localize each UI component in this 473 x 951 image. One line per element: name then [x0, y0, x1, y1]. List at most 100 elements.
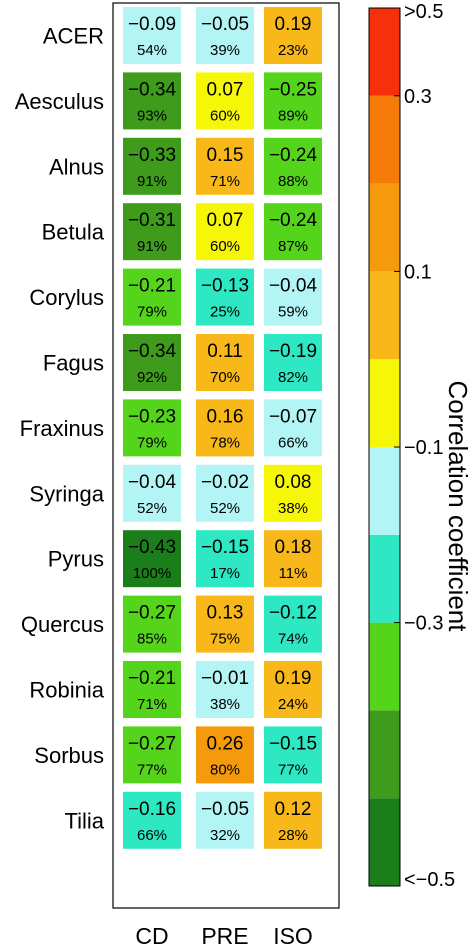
row-label-fraxinus: Fraxinus	[20, 416, 104, 441]
row-label-aesculus: Aesculus	[15, 89, 104, 114]
cell-sorbus-iso	[264, 726, 322, 784]
cell-value-label: 0.26	[207, 733, 244, 754]
cell-value-label: −0.07	[269, 406, 317, 427]
cell-percent-label: 66%	[137, 827, 167, 844]
cell-sorbus-cd	[123, 726, 181, 784]
cell-percent-label: 92%	[137, 369, 167, 386]
row-label-pyrus: Pyrus	[48, 547, 104, 572]
cell-percent-label: 79%	[137, 434, 167, 451]
cell-percent-label: 52%	[137, 500, 167, 517]
cell-corylus-cd	[123, 268, 181, 326]
cell-percent-label: 88%	[278, 173, 308, 190]
cell-value-label: 0.18	[275, 537, 312, 558]
colorbar-segment	[369, 710, 400, 799]
cell-percent-label: 60%	[210, 107, 240, 124]
cell-sorbus-pre	[196, 726, 254, 784]
row-label-tilia: Tilia	[64, 808, 104, 833]
cell-value-label: 0.11	[207, 341, 243, 362]
cell-value-label: −0.31	[128, 210, 176, 231]
cell-percent-label: 60%	[210, 238, 240, 255]
cell-percent-label: 79%	[137, 304, 167, 321]
cell-fagus-pre	[196, 334, 254, 391]
colorbar-tick-label: 0.3	[404, 86, 432, 108]
cell-fraxinus-pre	[196, 399, 254, 457]
cell-betula-pre	[196, 203, 254, 261]
cell-fagus-iso	[264, 334, 322, 391]
colorbar-segment	[369, 447, 400, 535]
cell-tilia-pre	[196, 791, 254, 849]
cell-value-label: −0.13	[201, 276, 249, 297]
cell-robinia-cd	[123, 661, 181, 718]
cell-value-label: 0.16	[207, 406, 244, 427]
row-label-fagus: Fagus	[43, 351, 104, 376]
cell-percent-label: 71%	[137, 696, 167, 713]
cell-alnus-cd	[123, 137, 181, 195]
cell-fagus-cd	[123, 334, 181, 391]
row-label-corylus: Corylus	[29, 285, 104, 310]
cell-corylus-iso	[264, 268, 322, 326]
cell-value-label: −0.04	[269, 276, 318, 297]
cell-quercus-pre	[196, 595, 254, 653]
cell-syringa-pre	[196, 464, 254, 522]
colorbar-segment	[369, 622, 400, 711]
colorbar-tick-label: <−0.5	[404, 869, 455, 891]
cell-acer-cd	[123, 7, 181, 64]
colorbar-segment	[369, 183, 400, 272]
column-label-pre: PRE	[201, 923, 248, 949]
colorbar-tick-label: >0.5	[404, 1, 443, 23]
cell-quercus-cd	[123, 595, 181, 653]
cell-percent-label: 80%	[210, 761, 240, 778]
colorbar-segment	[369, 798, 400, 886]
cell-value-label: −0.09	[128, 14, 176, 35]
cell-percent-label: 74%	[278, 631, 308, 648]
cell-percent-label: 78%	[210, 434, 240, 451]
cell-value-label: 0.07	[207, 79, 244, 100]
cell-percent-label: 54%	[137, 42, 167, 59]
cell-value-label: −0.33	[128, 145, 176, 166]
cell-value-label: −0.34	[128, 79, 177, 100]
cell-value-label: −0.27	[128, 733, 176, 754]
cell-percent-label: 32%	[210, 827, 240, 844]
cell-acer-iso	[264, 7, 322, 64]
cell-percent-label: 87%	[278, 238, 308, 255]
row-label-sorbus: Sorbus	[34, 743, 104, 768]
row-label-robinia: Robinia	[29, 678, 104, 703]
colorbar-title: Correlation coefficient	[443, 381, 473, 633]
cell-percent-label: 89%	[278, 107, 308, 124]
row-label-syringa: Syringa	[29, 481, 104, 506]
cell-percent-label: 77%	[278, 761, 308, 778]
colorbar-segment	[369, 8, 400, 96]
cell-alnus-pre	[196, 137, 254, 195]
cell-value-label: −0.02	[201, 472, 249, 493]
cell-value-label: −0.24	[269, 210, 318, 231]
cell-robinia-iso	[264, 661, 322, 718]
cell-value-label: 0.13	[207, 603, 244, 624]
cell-aesculus-pre	[196, 72, 254, 130]
cell-percent-label: 66%	[278, 434, 308, 451]
cell-value-label: −0.05	[201, 14, 249, 35]
row-labels: ACER Aesculus Alnus Betula Corylus Fagus Fraxi…	[15, 24, 105, 834]
cell-betula-cd	[123, 203, 181, 261]
colorbar: <−0.5 −0.3 −0.1 0.1 0.3 >0.5 Correlation coeff…	[368, 1, 473, 891]
cell-percent-label: 75%	[210, 631, 240, 648]
cell-value-label: 0.19	[275, 14, 312, 35]
cell-value-label: 0.12	[275, 799, 312, 820]
colorbar-segment	[369, 534, 400, 623]
cell-tilia-cd	[123, 791, 181, 849]
cell-percent-label: 100%	[133, 565, 171, 582]
cell-value-label: −0.15	[269, 733, 317, 754]
cell-quercus-iso	[264, 595, 322, 653]
cell-value-label: 0.08	[275, 472, 312, 493]
cell-value-label: −0.43	[128, 537, 176, 558]
cell-pyrus-cd	[123, 530, 181, 588]
cell-value-label: −0.21	[128, 668, 176, 689]
column-labels: CD PRE ISO	[135, 923, 312, 949]
row-label-alnus: Alnus	[49, 154, 104, 179]
cell-percent-label: 70%	[210, 369, 240, 386]
colorbar-tick-label: −0.3	[404, 613, 443, 635]
cell-value-label: −0.04	[128, 472, 177, 493]
cell-value-label: −0.01	[201, 668, 249, 689]
cell-pyrus-iso	[264, 530, 322, 588]
colorbar-segment	[369, 95, 400, 184]
